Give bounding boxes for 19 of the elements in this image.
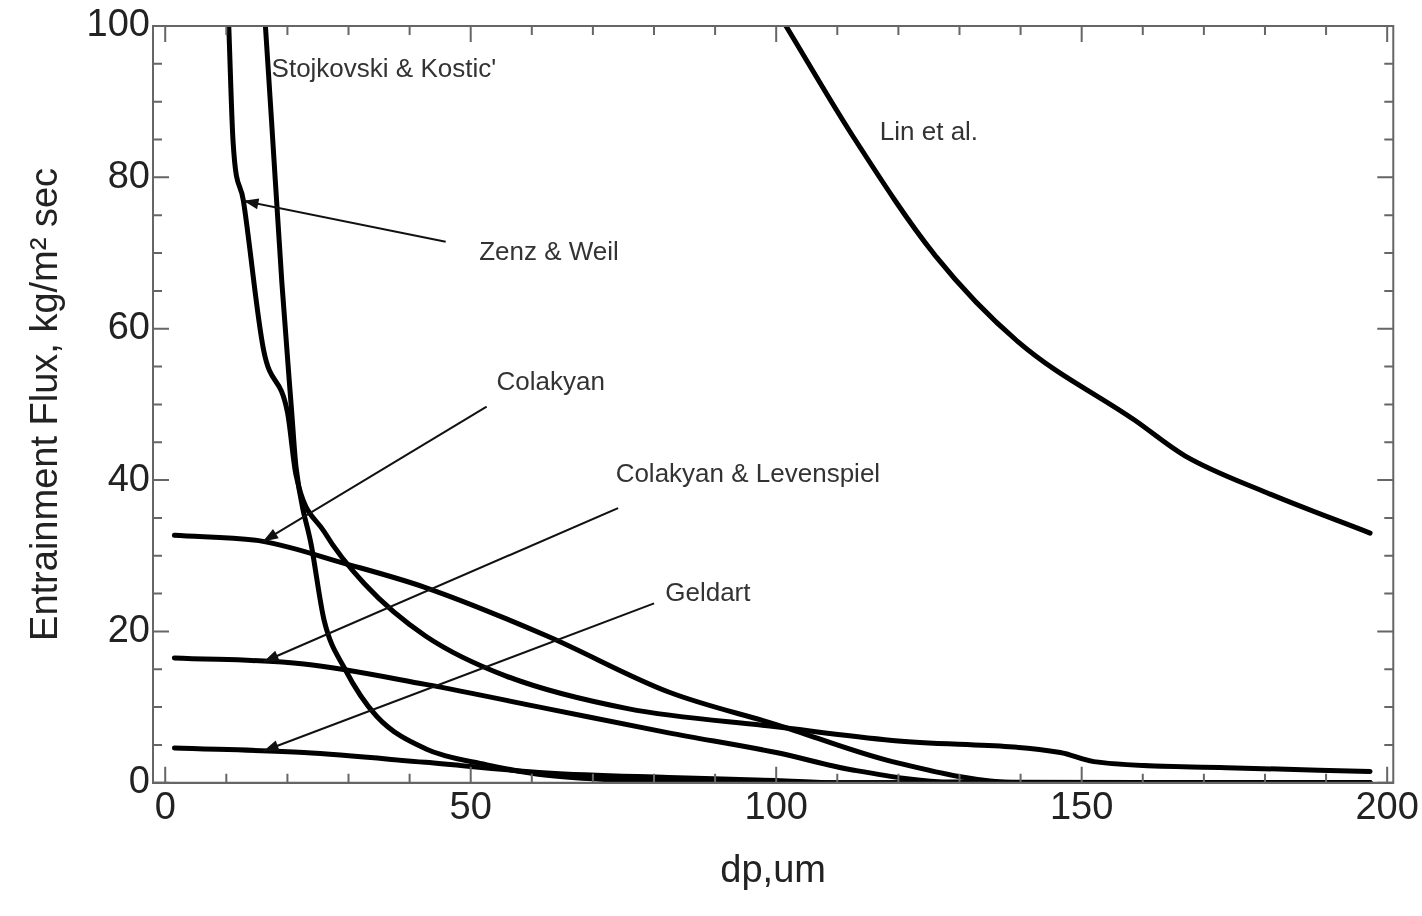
annotation: Geldart (665, 576, 752, 607)
x-tick-label: 200 (1355, 785, 1419, 828)
annotation: Stojkovski & Kostic' (271, 53, 497, 84)
x-tick-label: 100 (744, 785, 808, 828)
y-tick-label: 0 (128, 759, 150, 802)
x-tick-label: 50 (449, 785, 492, 828)
y-tick-label: 20 (107, 607, 150, 650)
annotation: Colakyan & Levenspiel (615, 457, 881, 488)
annotation: Lin et al. (879, 115, 979, 146)
y-tick-label: 40 (107, 456, 150, 499)
x-tick-label: 150 (1049, 785, 1114, 828)
y-tick-label: 100 (86, 2, 150, 45)
y-axis-title: Entrainment Flux, kg/m² sec (23, 167, 66, 641)
y-tick-label: 80 (107, 153, 150, 196)
x-axis-title: dp,um (720, 847, 826, 890)
annotation: Colakyan (496, 365, 605, 396)
x-tick-label: 0 (154, 785, 176, 828)
annotation: Zenz & Weil (479, 236, 619, 267)
y-tick-label: 60 (107, 305, 150, 348)
